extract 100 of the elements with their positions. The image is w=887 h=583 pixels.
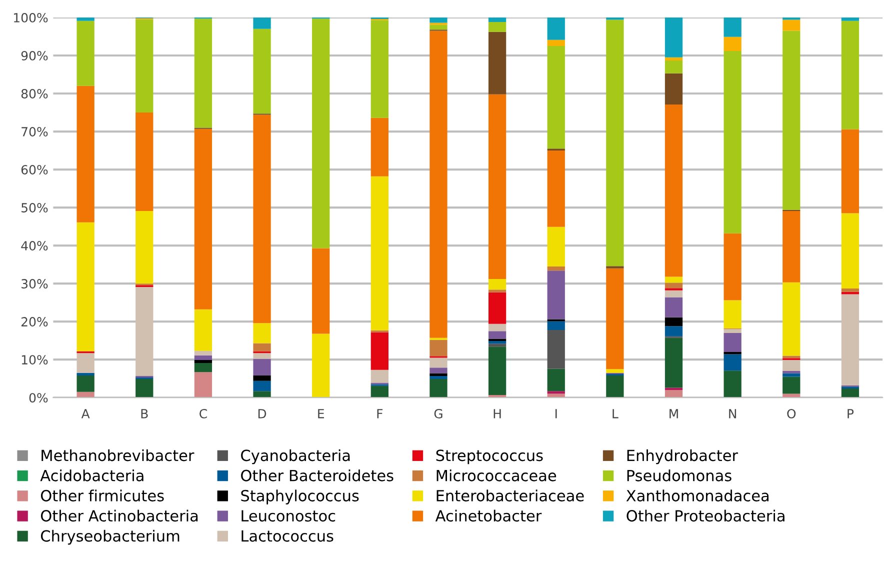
x-tick-label: M — [670, 409, 678, 418]
bar — [724, 36, 742, 51]
x-tick-label: P — [848, 409, 854, 418]
x-tick-label: O — [787, 408, 796, 418]
bar — [724, 352, 742, 354]
bar — [488, 331, 506, 339]
bar — [488, 32, 506, 94]
bar — [841, 20, 860, 130]
bar — [606, 376, 624, 398]
bar — [664, 57, 683, 60]
bar — [194, 350, 212, 356]
bar — [841, 213, 860, 289]
bar — [664, 297, 683, 318]
x-tick-label: E — [318, 409, 324, 418]
bar — [136, 112, 154, 211]
bar — [664, 388, 683, 390]
bar — [136, 19, 154, 113]
bar — [547, 17, 565, 40]
legend-label: Cyanobacteria — [241, 449, 350, 464]
legend-label: Pseudomonas — [627, 470, 732, 482]
bar — [547, 391, 565, 394]
legend-label: Other Actinobacteria — [40, 510, 198, 522]
bar — [664, 282, 683, 288]
bar — [76, 392, 94, 398]
bar — [841, 294, 860, 386]
bar — [547, 266, 565, 271]
bar — [430, 17, 448, 23]
x-tick-label: F — [377, 409, 383, 418]
bar — [312, 18, 330, 248]
legend-label: Other Proteobacteria — [626, 510, 784, 522]
bar — [488, 17, 506, 22]
bar — [136, 210, 154, 284]
bar — [724, 332, 742, 352]
bar — [664, 104, 683, 277]
legend-label: Streptococcus — [436, 450, 543, 464]
bar — [606, 369, 624, 373]
bar — [724, 329, 742, 333]
bar — [370, 20, 388, 118]
bar — [76, 372, 94, 376]
bar — [606, 17, 624, 20]
bar — [253, 358, 271, 376]
bar — [430, 24, 448, 30]
bar — [430, 340, 448, 356]
bar — [253, 343, 271, 352]
bar — [841, 17, 860, 21]
bar — [724, 370, 742, 398]
y-tick-label: 30% — [22, 279, 48, 288]
bar — [724, 233, 742, 300]
y-tick-label: 0% — [29, 393, 48, 403]
bar — [841, 288, 860, 292]
legend-label: Other Bacteroidetes — [241, 470, 394, 482]
bar — [253, 380, 271, 392]
bar — [488, 292, 506, 324]
y-tick-label: 10% — [22, 355, 48, 365]
x-tick-label: N — [729, 409, 736, 418]
bar — [194, 18, 212, 128]
legend-label: Acinetobacter — [435, 510, 542, 522]
bar — [664, 338, 683, 388]
bar — [136, 286, 154, 376]
bar — [488, 22, 506, 32]
bar — [488, 279, 506, 290]
y-tick-label: 50% — [22, 203, 48, 212]
y-tick-label: 60% — [21, 165, 48, 174]
bar — [547, 270, 565, 320]
bar — [782, 17, 800, 20]
bar — [76, 17, 94, 21]
legend-label: Xanthomonadacea — [626, 490, 768, 502]
bar — [253, 376, 271, 381]
y-tick-label: 20% — [21, 317, 48, 327]
bar — [547, 226, 565, 266]
bar — [194, 128, 212, 310]
bar — [547, 368, 565, 392]
bar — [664, 73, 683, 105]
bar — [664, 317, 683, 326]
bar — [664, 390, 683, 398]
x-tick-label: I — [556, 409, 557, 418]
bar — [370, 386, 388, 398]
x-tick-label: L — [612, 409, 618, 418]
bar — [430, 373, 448, 376]
bar — [782, 20, 800, 31]
bar — [782, 210, 800, 282]
y-tick-label: 100% — [14, 12, 48, 22]
bar — [312, 248, 330, 334]
legend-label: Methanobrevibacter — [42, 449, 194, 462]
bar — [253, 17, 271, 29]
bar — [194, 363, 212, 372]
bar — [547, 46, 565, 149]
bar — [724, 17, 742, 37]
bar — [370, 118, 388, 176]
bar — [547, 40, 565, 46]
bar — [370, 370, 388, 383]
bar — [606, 20, 624, 266]
bar — [430, 30, 448, 338]
bar — [724, 354, 742, 371]
bar — [488, 94, 506, 280]
bar — [841, 388, 860, 398]
bar — [76, 86, 94, 222]
bar — [430, 378, 448, 398]
bar — [782, 30, 800, 210]
bar — [136, 378, 154, 398]
